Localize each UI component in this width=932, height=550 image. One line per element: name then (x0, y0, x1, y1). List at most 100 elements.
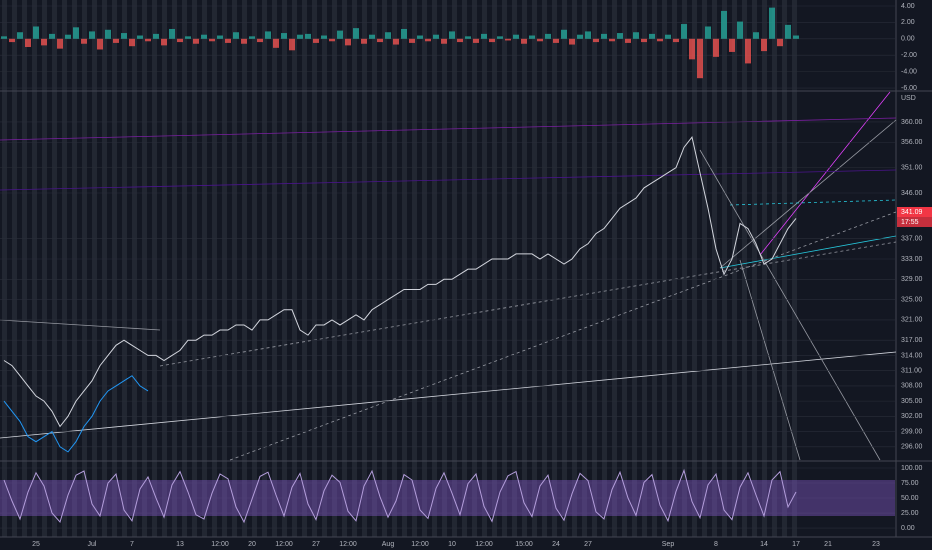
histogram-bar (593, 38, 599, 43)
trend-line (0, 169, 897, 191)
histogram-bar (577, 34, 583, 39)
histogram-bar (169, 28, 175, 39)
histogram-bar (449, 31, 455, 39)
countdown-tag (897, 217, 932, 227)
histogram-bar (281, 33, 287, 39)
x-tick-label: 7 (130, 541, 134, 548)
histogram-bar (161, 38, 167, 46)
session-band (792, 0, 797, 537)
histogram-bar (321, 35, 327, 39)
x-tick-label: 13 (176, 541, 184, 548)
y-tick-label: 356.00 (901, 139, 923, 146)
histogram-bar (457, 38, 463, 43)
y-tick-label: 50.00 (901, 495, 919, 502)
histogram-bar (57, 38, 63, 49)
histogram-bar (529, 35, 535, 39)
histogram-bar (377, 38, 383, 43)
histogram-bar (433, 34, 439, 39)
histogram-bar (769, 7, 775, 39)
histogram-bar (225, 38, 231, 43)
x-tick-label: 12:00 (475, 541, 493, 548)
price-tag-label: 341.09 (901, 209, 923, 216)
session-band (672, 0, 677, 537)
x-tick-label: 20 (248, 541, 256, 548)
session-band (632, 0, 637, 537)
histogram-bar (601, 33, 607, 39)
session-band (572, 0, 577, 537)
histogram-bar (625, 38, 631, 43)
trend-line (719, 235, 897, 269)
histogram-bar (73, 27, 79, 39)
histogram-bar (785, 24, 791, 39)
session-band (582, 0, 587, 537)
x-tick-label: 12:00 (411, 541, 429, 548)
session-band (432, 0, 437, 537)
session-band (372, 0, 377, 537)
histogram-bar (665, 34, 671, 39)
y-tick-label: 317.00 (901, 337, 923, 344)
session-band (32, 0, 37, 537)
session-band (192, 0, 197, 537)
histogram-bar (297, 34, 303, 39)
y-tick-label: -2.00 (901, 52, 917, 59)
x-tick-label: 12:00 (211, 541, 229, 548)
session-band (12, 0, 17, 537)
session-band (152, 0, 157, 537)
histogram-bar (441, 38, 447, 44)
histogram-bar (337, 30, 343, 39)
x-tick-label: 21 (824, 541, 832, 548)
x-tick-label: 10 (448, 541, 456, 548)
session-band (232, 0, 237, 537)
session-band (462, 0, 467, 537)
histogram-bar (193, 38, 199, 44)
histogram-bar (745, 38, 751, 64)
trend-line (729, 199, 897, 206)
session-band (52, 0, 57, 537)
x-tick-label: 25 (32, 541, 40, 548)
x-tick-label: 23 (872, 541, 880, 548)
session-band (382, 0, 387, 537)
histogram-bar (145, 38, 151, 42)
series-line (3, 375, 149, 453)
session-band (132, 0, 137, 537)
histogram-bar (41, 38, 47, 46)
histogram-bar (553, 38, 559, 43)
histogram-bar (641, 38, 647, 43)
histogram-bar (65, 34, 71, 39)
x-tick-label: 27 (584, 541, 592, 548)
x-tick-label: 17 (792, 541, 800, 548)
y-tick-label: 0.00 (901, 36, 915, 43)
y-tick-label: 308.00 (901, 383, 923, 390)
histogram-bar (89, 31, 95, 39)
session-band (602, 0, 607, 537)
histogram-bar (265, 31, 271, 39)
histogram-bar (249, 36, 255, 39)
session-band (772, 0, 777, 537)
session-band (712, 0, 717, 537)
session-band (92, 0, 97, 537)
histogram-bar (81, 38, 87, 44)
band (0, 480, 895, 517)
histogram-bar (209, 38, 215, 42)
histogram-bar (545, 33, 551, 39)
trend-line (759, 91, 891, 256)
session-band (422, 0, 427, 537)
histogram-bar (329, 38, 335, 42)
session-band (532, 0, 537, 537)
session-band (352, 0, 357, 537)
session-band (142, 0, 147, 537)
session-band (612, 0, 617, 537)
y-tick-label: 360.00 (901, 119, 923, 126)
y-tick-label: 329.00 (901, 276, 923, 283)
histogram-bar (345, 38, 351, 46)
histogram-bar (489, 38, 495, 43)
trend-line (0, 319, 161, 331)
session-band (642, 0, 647, 537)
histogram-bar (585, 31, 591, 39)
histogram-bar (25, 38, 31, 48)
session-band (212, 0, 217, 537)
session-band (222, 0, 227, 537)
histogram-bar (393, 38, 399, 45)
trend-line (699, 149, 881, 461)
histogram-bar (17, 32, 23, 39)
